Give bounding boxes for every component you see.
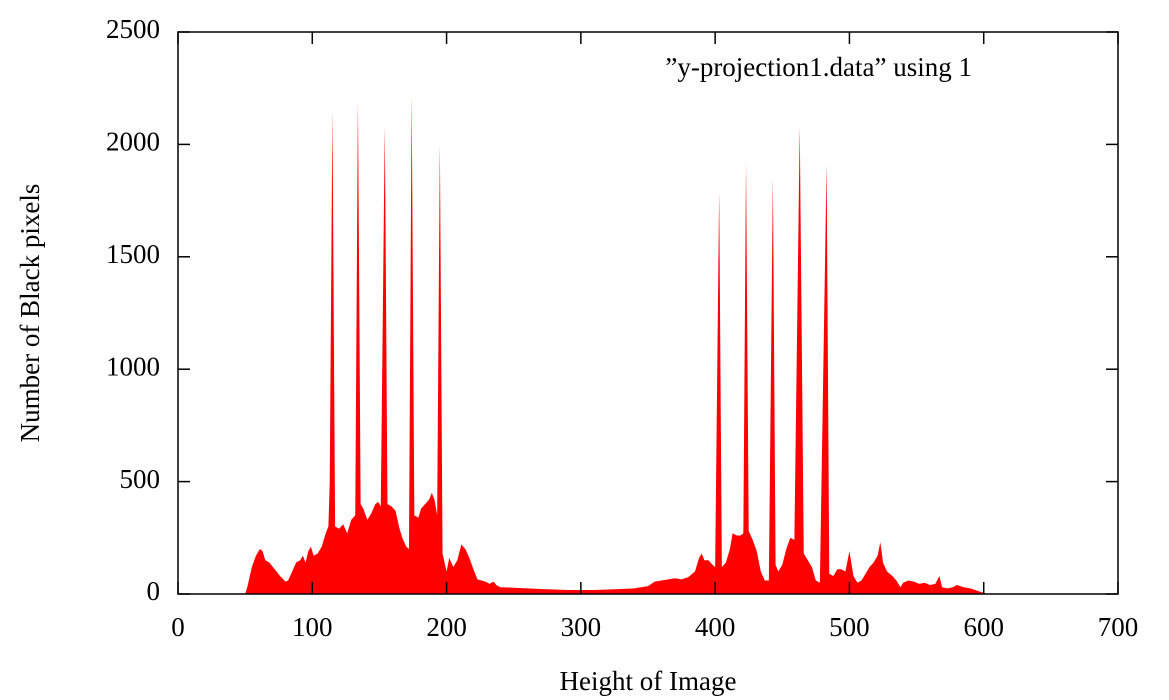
x-tick-label: 700 xyxy=(1098,612,1139,642)
y-tick-label: 500 xyxy=(120,464,161,494)
x-tick-label: 200 xyxy=(426,612,467,642)
y-tick-label: 2000 xyxy=(106,127,160,157)
x-tick-label: 100 xyxy=(292,612,333,642)
x-axis-label: Height of Image xyxy=(560,666,737,696)
x-tick-label: 0 xyxy=(171,612,185,642)
y-tick-label: 1500 xyxy=(106,239,160,269)
x-tick-label: 300 xyxy=(561,612,602,642)
y-tick-label: 0 xyxy=(147,576,161,606)
x-tick-label: 400 xyxy=(695,612,736,642)
legend-label: ”y-projection1.data” using 1 xyxy=(665,52,972,82)
area xyxy=(245,94,987,594)
y-tick-label: 1000 xyxy=(106,351,160,381)
y-tick-label: 2500 xyxy=(106,14,160,44)
y-axis-label: Number of Black pixels xyxy=(15,184,45,443)
x-tick-label: 600 xyxy=(963,612,1004,642)
x-tick-label: 500 xyxy=(829,612,870,642)
plot-frame xyxy=(177,31,1119,595)
